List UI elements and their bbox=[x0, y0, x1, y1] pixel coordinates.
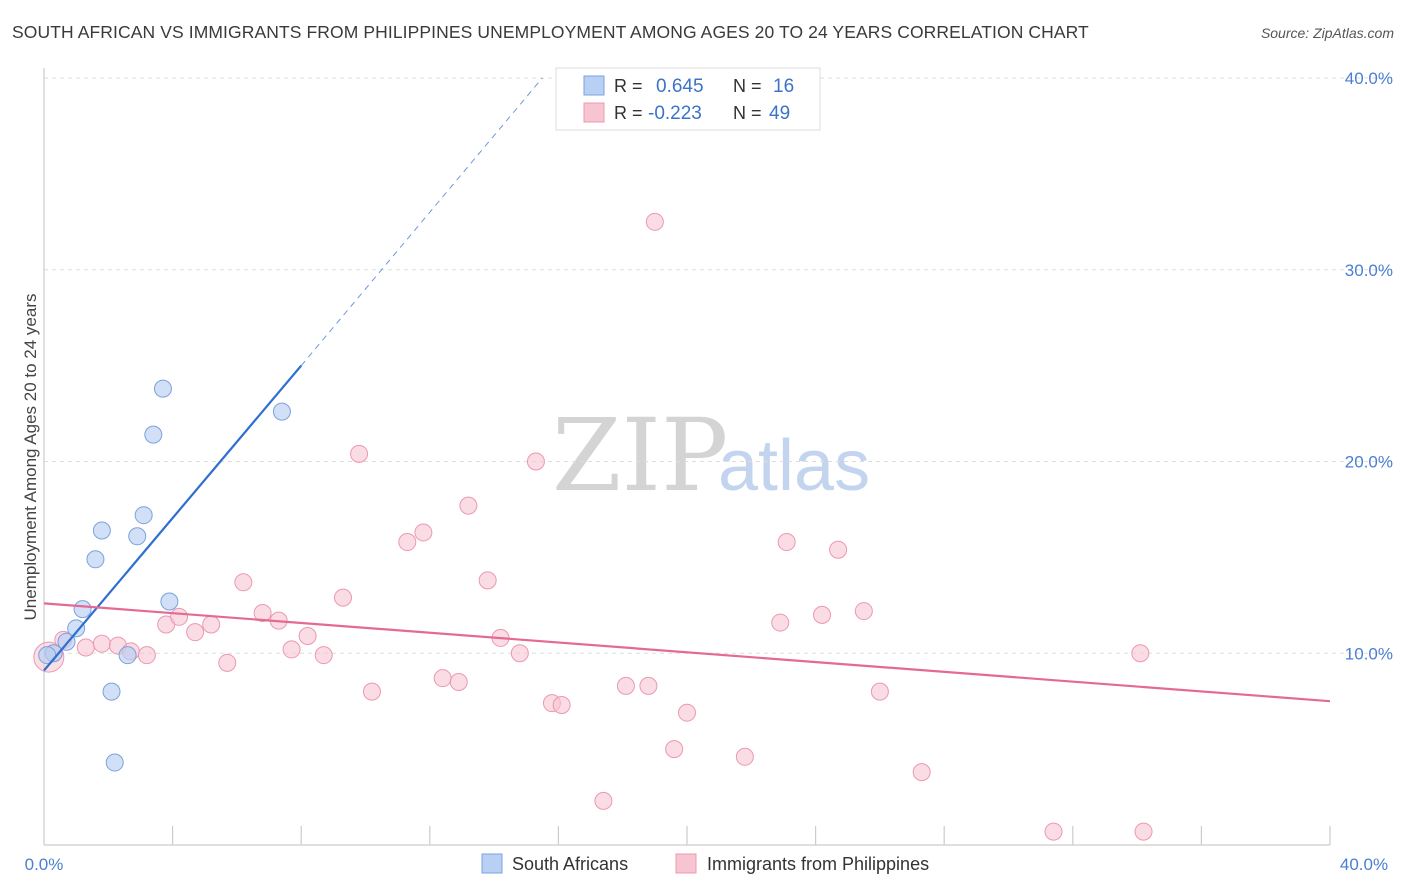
philippines-point bbox=[510, 644, 529, 663]
philippines-point bbox=[186, 623, 205, 642]
legend-r-label-1: R = bbox=[614, 76, 643, 96]
legend-swatch-pink bbox=[583, 102, 605, 123]
legend-n-label-1: N = bbox=[733, 76, 762, 96]
south-africans-point bbox=[73, 600, 92, 619]
y-tick-label-30: 30.0% bbox=[1345, 261, 1393, 280]
philippines-point bbox=[218, 653, 237, 672]
philippines-point bbox=[449, 673, 468, 692]
south-africans-point bbox=[92, 521, 111, 540]
chart-title: SOUTH AFRICAN VS IMMIGRANTS FROM PHILIPP… bbox=[12, 22, 1089, 42]
philippines-point bbox=[854, 602, 873, 621]
south-africans-point bbox=[86, 550, 105, 569]
philippines-point bbox=[76, 638, 95, 657]
philippines-point bbox=[234, 573, 253, 592]
philippines-point bbox=[298, 626, 317, 645]
series-legend: South Africans Immigrants from Philippin… bbox=[481, 853, 929, 874]
philippines-point bbox=[829, 540, 848, 559]
bottom-legend-label-philippines: Immigrants from Philippines bbox=[707, 854, 929, 874]
x-tick-label-min: 0.0% bbox=[25, 855, 64, 874]
bottom-legend-swatch-blue bbox=[481, 853, 503, 874]
philippines-point bbox=[526, 452, 545, 471]
legend-n-value-2: 49 bbox=[769, 103, 790, 124]
philippines-point bbox=[678, 703, 696, 722]
philippines-trend-line bbox=[43, 602, 1331, 703]
south-africans-point bbox=[160, 592, 179, 611]
philippines-point bbox=[433, 669, 452, 688]
philippines-point bbox=[282, 640, 301, 659]
bottom-legend-swatch-pink bbox=[675, 853, 697, 874]
philippines-point bbox=[362, 682, 381, 701]
philippines-point bbox=[333, 588, 352, 607]
x-tick-label-max: 40.0% bbox=[1340, 855, 1388, 874]
y-tick-labels: 10.0% 20.0% 30.0% 40.0% bbox=[1345, 69, 1393, 663]
philippines-point bbox=[92, 634, 111, 653]
philippines-point bbox=[665, 740, 684, 759]
philippines-point bbox=[616, 676, 635, 695]
philippines-points bbox=[33, 212, 1153, 841]
philippines-point bbox=[202, 615, 221, 634]
philippines-point bbox=[735, 747, 754, 766]
south-africans-point bbox=[102, 682, 121, 701]
legend-r-label-2: R = bbox=[614, 103, 643, 123]
y-axis-label: Unemployment Among Ages 20 to 24 years bbox=[21, 294, 40, 621]
philippines-point bbox=[1131, 644, 1150, 663]
south-africans-point bbox=[128, 527, 147, 546]
gridlines bbox=[44, 77, 1392, 654]
philippines-point bbox=[170, 607, 189, 626]
philippines-point bbox=[645, 212, 664, 231]
south-africans-trend-line bbox=[43, 364, 303, 672]
philippines-point bbox=[137, 646, 156, 665]
philippines-point bbox=[253, 603, 272, 622]
philippines-point bbox=[1134, 822, 1153, 841]
philippines-point bbox=[552, 696, 571, 715]
y-tick-label-40: 40.0% bbox=[1345, 69, 1393, 88]
south-africans-point bbox=[118, 646, 137, 665]
trend-lines bbox=[43, 77, 1331, 703]
y-tick-label-20: 20.0% bbox=[1345, 453, 1393, 472]
philippines-point bbox=[1044, 822, 1063, 841]
philippines-point bbox=[870, 682, 889, 701]
south-africans-point bbox=[105, 753, 124, 772]
legend-r-value-1: 0.645 bbox=[656, 76, 704, 97]
source-label: Source: ZipAtlas.com bbox=[1260, 25, 1394, 41]
philippines-point bbox=[314, 646, 333, 665]
philippines-point bbox=[813, 605, 832, 624]
watermark-atlas: atlas bbox=[718, 426, 870, 506]
legend-swatch-blue bbox=[583, 75, 605, 96]
philippines-point bbox=[478, 571, 497, 590]
philippines-point bbox=[771, 613, 790, 632]
philippines-point bbox=[639, 676, 658, 695]
philippines-point bbox=[594, 791, 613, 810]
philippines-point bbox=[414, 523, 433, 542]
x-tick-marks bbox=[172, 826, 1331, 845]
south-africans-point bbox=[67, 619, 86, 638]
legend-r-value-2: -0.223 bbox=[648, 103, 702, 124]
watermark-zip: ZIP bbox=[552, 397, 728, 514]
south-africans-points bbox=[38, 379, 291, 772]
legend-n-label-2: N = bbox=[733, 103, 762, 123]
philippines-point bbox=[459, 496, 478, 515]
correlation-legend: R = 0.645 N = 16 R = -0.223 N = 49 bbox=[555, 67, 821, 131]
south-africans-point bbox=[144, 425, 163, 444]
south-africans-point bbox=[272, 402, 291, 421]
philippines-point bbox=[350, 444, 369, 463]
bottom-legend-label-south-africans: South Africans bbox=[512, 854, 628, 874]
south-africans-point bbox=[153, 379, 172, 398]
south-africans-point bbox=[134, 506, 153, 525]
philippines-point bbox=[398, 533, 417, 552]
south-africans-trend-extension bbox=[300, 77, 543, 366]
philippines-point bbox=[777, 533, 796, 552]
y-tick-label-10: 10.0% bbox=[1345, 644, 1393, 663]
legend-n-value-1: 16 bbox=[773, 76, 794, 97]
philippines-point bbox=[912, 763, 931, 782]
